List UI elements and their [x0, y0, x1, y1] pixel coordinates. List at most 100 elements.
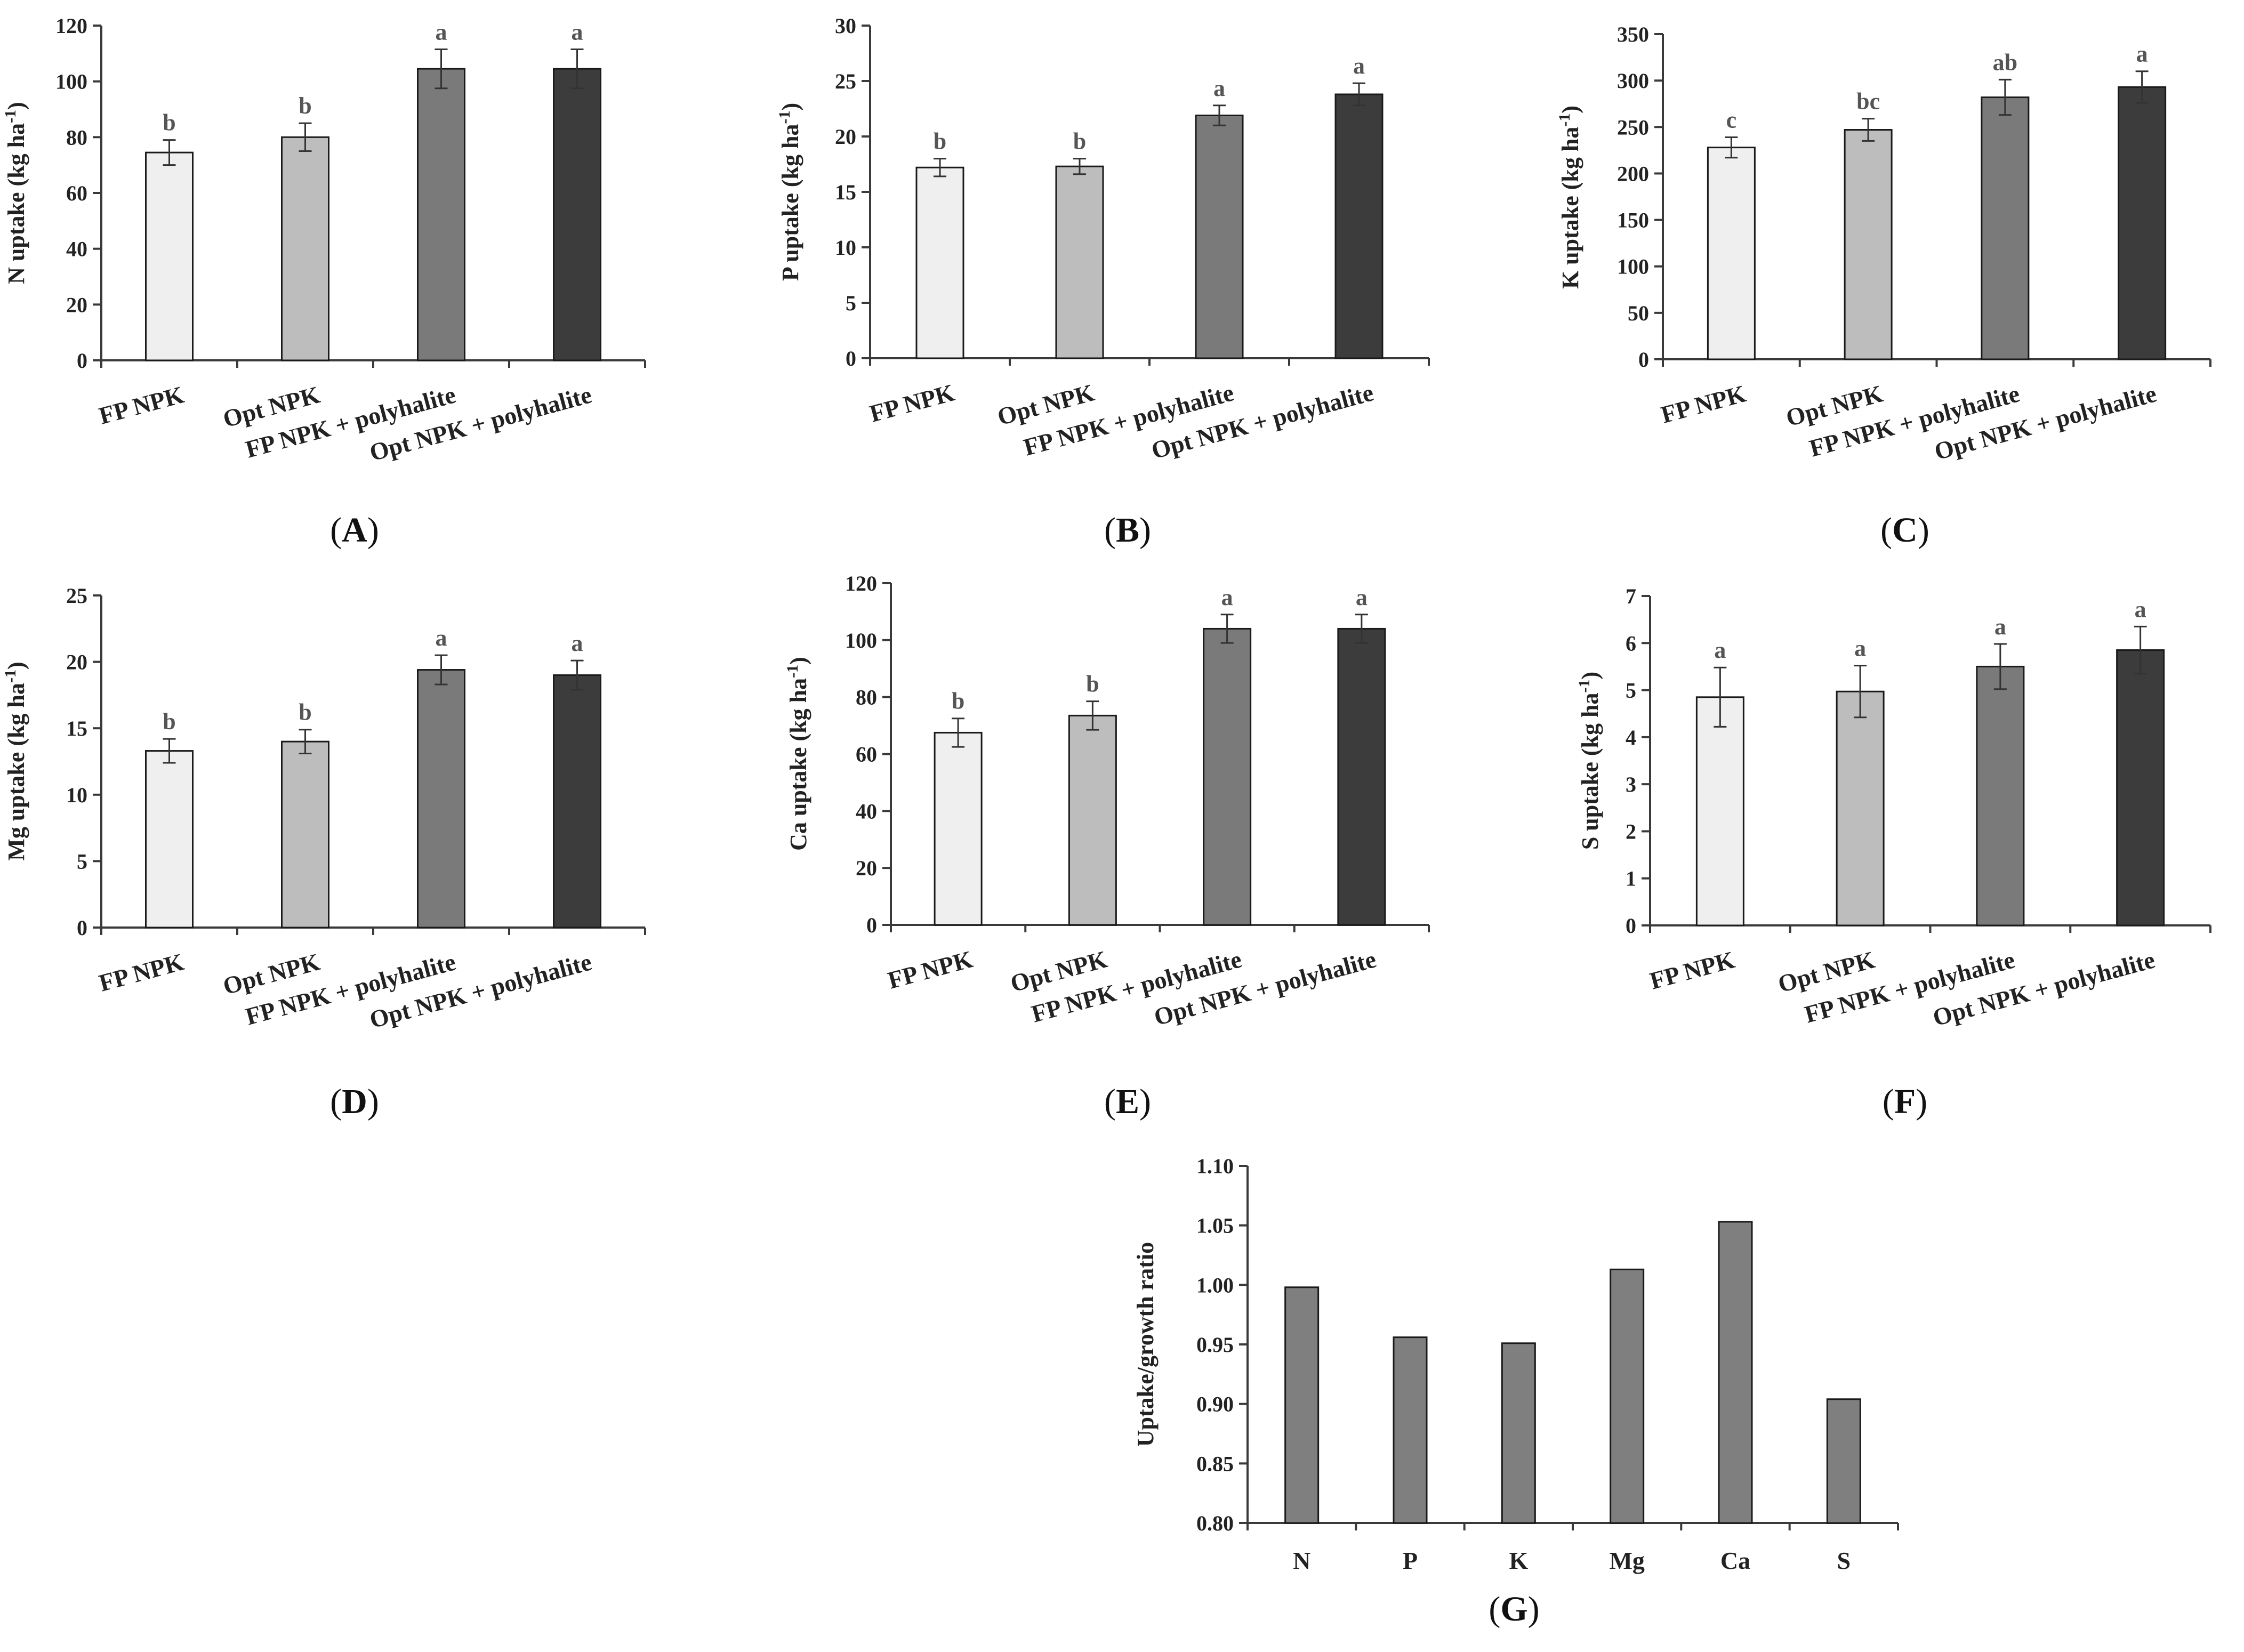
- bar-fp-npk-polyhalite: [1981, 96, 2030, 360]
- significance-letter: b: [1073, 128, 1086, 155]
- y-tick-label: 3: [1626, 772, 1636, 796]
- y-tick-label: 350: [1617, 22, 1649, 46]
- y-tick-label: 40: [66, 237, 87, 261]
- category-label: S: [1837, 1547, 1851, 1574]
- bar-opt-npk: [281, 740, 329, 929]
- category-label: Mg: [1609, 1547, 1644, 1574]
- significance-letter: b: [934, 128, 946, 155]
- y-tick-label: 20: [856, 856, 877, 880]
- y-tick-label: 7: [1626, 584, 1636, 608]
- y-tick-label: 60: [856, 743, 877, 767]
- bar-fp-npk-polyhalite: [417, 669, 465, 929]
- category-label: N: [1293, 1547, 1310, 1574]
- y-tick-label: 200: [1617, 162, 1649, 186]
- bar-ca: [1718, 1221, 1753, 1524]
- y-axis-title: Uptake/growth ratio: [1132, 1242, 1159, 1447]
- category-label: Opt NPK + polyhalite: [1151, 945, 1379, 1030]
- y-tick-label: 20: [66, 293, 87, 317]
- y-tick-label: 4: [1626, 726, 1636, 750]
- y-tick-label: 150: [1617, 208, 1649, 232]
- bar-opt-npk: [1068, 714, 1117, 926]
- bar-mg: [1610, 1268, 1645, 1524]
- significance-letter: a: [1854, 635, 1866, 662]
- y-axis-title: P uptake (kg ha-1): [776, 103, 803, 281]
- category-label: Opt NPK + polyhalite: [367, 948, 594, 1033]
- y-tick-label: 0: [1638, 348, 1649, 372]
- y-tick-label: 0.85: [1196, 1452, 1234, 1476]
- bar-fp-npk-polyhalite: [1203, 627, 1252, 926]
- significance-letter: a: [436, 625, 447, 651]
- bar-fp-npk: [915, 166, 964, 359]
- bar-opt-npk: [281, 136, 329, 361]
- bar-opt-npk-polyhalite: [1337, 627, 1386, 926]
- significance-letter: a: [1353, 53, 1365, 79]
- significance-letter: b: [299, 93, 311, 119]
- y-tick-label: 1.00: [1196, 1273, 1234, 1297]
- y-tick-label: 5: [846, 291, 856, 315]
- y-tick-label: 60: [66, 181, 87, 205]
- category-label: K: [1509, 1547, 1528, 1574]
- y-axis-title: Mg uptake (kg ha-1): [2, 662, 29, 860]
- bar-opt-npk-polyhalite: [1334, 93, 1384, 359]
- bar-s: [1826, 1398, 1861, 1524]
- y-tick-label: 10: [66, 783, 87, 807]
- panel-G: 0.80 0.85 0.90 0.95 1.00 1.05 1.10 N P K Mg Ca S Upta…: [1132, 1154, 1899, 1629]
- y-tick-label: 0: [1626, 914, 1636, 938]
- category-label: FP NPK: [867, 378, 958, 427]
- significance-letter: a: [436, 19, 447, 45]
- significance-letter: a: [2135, 596, 2146, 622]
- y-tick-label: 0: [77, 916, 87, 940]
- bar-fp-npk: [145, 750, 194, 929]
- panel-label: (E): [1104, 1082, 1151, 1121]
- category-label: Opt NPK + polyhalite: [367, 381, 594, 466]
- category-label: FP NPK: [96, 381, 187, 429]
- y-tick-label: 120: [845, 571, 877, 595]
- bar-opt-npk: [1836, 690, 1885, 926]
- panel-label: (D): [330, 1082, 379, 1121]
- bar-opt-npk-polyhalite: [553, 68, 601, 361]
- panel-label: (F): [1883, 1082, 1927, 1121]
- category-label: FP NPK: [885, 945, 976, 994]
- bar-opt-npk-polyhalite: [2118, 86, 2167, 360]
- bar-fp-npk: [145, 151, 194, 361]
- category-label: FP NPK: [1658, 380, 1749, 428]
- significance-letter: a: [572, 19, 583, 45]
- y-tick-label: 15: [66, 716, 87, 740]
- bar-opt-npk-polyhalite: [553, 674, 601, 929]
- significance-letter: b: [299, 699, 311, 726]
- y-tick-label: 25: [835, 69, 856, 93]
- y-tick-label: 300: [1617, 69, 1649, 93]
- category-label: FP NPK: [96, 948, 187, 996]
- y-tick-label: 30: [835, 14, 856, 38]
- bar-fp-npk: [1707, 147, 1756, 360]
- y-axis-title: K uptake (kg ha-1): [1556, 106, 1583, 289]
- bar-fp-npk-polyhalite: [1195, 114, 1244, 359]
- panel-label: (C): [1880, 511, 1929, 550]
- y-tick-label: 25: [66, 584, 87, 608]
- category-label: FP NPK: [1647, 946, 1738, 994]
- significance-letter: a: [1213, 75, 1225, 101]
- y-tick-label: 20: [66, 650, 87, 674]
- y-tick-label: 1.10: [1196, 1154, 1234, 1178]
- significance-letter: b: [163, 110, 175, 136]
- y-tick-label: 250: [1617, 115, 1649, 139]
- significance-letter: b: [952, 688, 964, 714]
- y-tick-label: 0.80: [1196, 1511, 1234, 1535]
- significance-letter: b: [1086, 671, 1099, 697]
- y-tick-label: 15: [835, 180, 856, 204]
- bar-fp-npk-polyhalite: [1976, 665, 2025, 926]
- bar-opt-npk: [1844, 129, 1893, 360]
- panel-label: (B): [1104, 511, 1151, 550]
- y-tick-label: 0.90: [1196, 1392, 1234, 1416]
- y-tick-label: 5: [1626, 679, 1636, 703]
- bar-opt-npk: [1055, 165, 1104, 359]
- significance-letter: a: [1714, 637, 1726, 663]
- bar-k: [1501, 1342, 1536, 1524]
- bar-fp-npk: [1695, 696, 1744, 926]
